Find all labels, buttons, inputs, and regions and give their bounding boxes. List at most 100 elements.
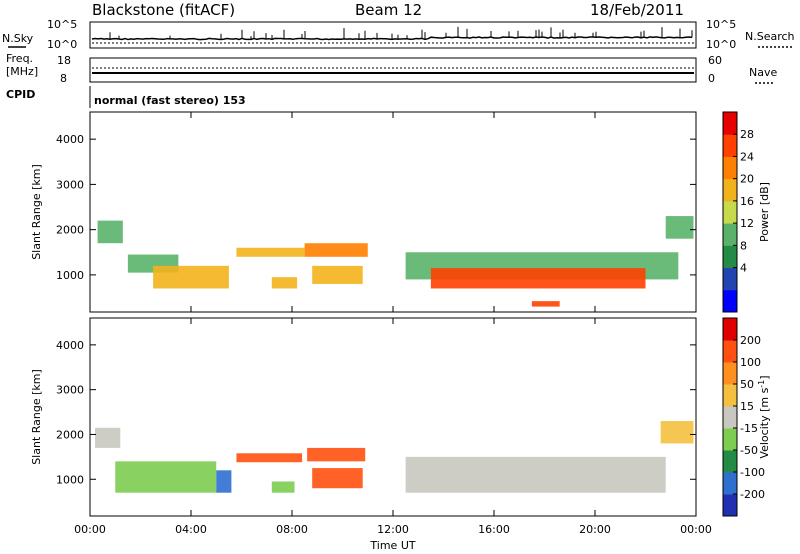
nave-tick-low: 0 — [708, 72, 715, 85]
power-band-10 — [665, 216, 694, 239]
beam-title: Beam 12 — [355, 1, 422, 19]
velocity-band-3 — [236, 453, 303, 463]
velocity-x-ticks: 00:00 04:00 08:00 12:00 16:00 20:00 00:00 — [74, 318, 712, 536]
power-colorbar-segment — [723, 245, 737, 269]
velocity-band-8 — [660, 421, 694, 444]
velocity-colorbar-tick-label: 100 — [740, 356, 761, 369]
velocity-ytick-label: 3000 — [56, 384, 84, 397]
power-ytick-label: 1000 — [56, 269, 84, 282]
nsky-label: N.Sky — [2, 32, 34, 45]
freq-panel: Freq. [MHz] 18 8 60 0 Nave — [6, 52, 777, 85]
velocity-heatmap-cells — [95, 421, 694, 493]
velocity-colorbar-tick-label: 50 — [740, 378, 754, 391]
velocity-colorbar-tick-label: -200 — [740, 488, 765, 501]
velocity-ytick-label: 1000 — [56, 473, 84, 486]
velocity-colorbar-segment — [723, 428, 737, 451]
power-colorbar-tick-label: 12 — [740, 217, 754, 230]
velocity-colorbar-segment — [723, 340, 737, 363]
power-colorbar-tick-label: 28 — [740, 128, 754, 141]
power-colorbar-segment — [723, 156, 737, 180]
date-title: 18/Feb/2011 — [590, 1, 684, 19]
power-colorbar-segment — [723, 200, 737, 224]
freq-tick-high: 18 — [57, 54, 71, 67]
power-panel: 4000 3000 2000 1000 Slant Range [km] 28 24 20… — [30, 111, 771, 313]
power-colorbar-segment — [723, 223, 737, 246]
power-band-3 — [236, 247, 305, 257]
velocity-colorbar-segment — [723, 450, 737, 473]
nsearch-tick-high: 10^5 — [706, 18, 736, 31]
velocity-band-6 — [312, 468, 363, 489]
x-axis-label: Time UT — [369, 539, 415, 552]
power-ytick-label: 2000 — [56, 224, 84, 237]
power-colorbar-tick-label: 24 — [740, 150, 754, 163]
x-tick-label: 00:00 — [680, 523, 712, 536]
freq-tick-low: 8 — [60, 72, 67, 85]
velocity-colorbar-segment — [723, 472, 737, 495]
power-x-ticks — [89, 112, 697, 312]
power-colorbar-frame — [722, 111, 738, 313]
velocity-band-2 — [216, 470, 232, 493]
velocity-colorbar-segment — [723, 384, 737, 407]
velocity-colorbar-segment — [723, 494, 737, 517]
power-band-8 — [430, 268, 646, 289]
nave-label: Nave — [749, 66, 777, 79]
power-colorbar-tick-label: 16 — [740, 195, 754, 208]
velocity-y-ticks: 4000 3000 2000 1000 — [56, 339, 696, 486]
x-tick-label: 20:00 — [579, 523, 611, 536]
velocity-colorbar-segment — [723, 362, 737, 385]
cpid-text: normal (fast stereo) 153 — [94, 94, 246, 107]
power-band-0 — [97, 220, 123, 244]
velocity-band-0 — [95, 427, 121, 448]
station-title: Blackstone (fitACF) — [92, 1, 235, 19]
freq-unit-label: [MHz] — [6, 65, 38, 78]
cpid-label: CPID — [6, 88, 35, 101]
power-colorbar-label: Power [dB] — [758, 182, 771, 242]
velocity-colorbar: 200 100 50 15 -15 -50 -100 -200 — [722, 317, 765, 517]
x-tick-label: 16:00 — [478, 523, 510, 536]
nsky-spikes — [109, 26, 693, 40]
power-colorbar-segment — [723, 267, 737, 291]
velocity-band-5 — [307, 447, 366, 462]
power-colorbar-segment — [723, 112, 737, 135]
power-band-4 — [271, 277, 298, 289]
power-band-9 — [531, 301, 560, 307]
velocity-colorbar-segment — [723, 406, 737, 429]
velocity-ytick-label: 2000 — [56, 428, 84, 441]
power-colorbar-tick-label: 20 — [740, 173, 754, 186]
nsky-tick-low: 10^0 — [47, 38, 77, 51]
nsearch-tick-low: 10^0 — [706, 38, 736, 51]
nsearch-label: N.Search — [745, 30, 795, 43]
freq-label: Freq. — [6, 52, 33, 65]
x-tick-label: 12:00 — [377, 523, 409, 536]
velocity-band-1 — [115, 461, 217, 493]
power-colorbar-tick-label: 8 — [740, 239, 747, 252]
velocity-band-4 — [271, 481, 295, 493]
power-band-2 — [153, 265, 229, 289]
power-colorbar-segment — [723, 289, 737, 313]
velocity-colorbar-tick-label: 15 — [740, 400, 754, 413]
x-tick-label: 04:00 — [175, 523, 207, 536]
power-band-6 — [312, 265, 363, 284]
velocity-colorbar-frame — [722, 317, 738, 517]
nsky-panel: N.Sky 10^5 10^0 10^5 10^0 N.Search — [2, 18, 795, 51]
x-tick-label: 00:00 — [74, 523, 106, 536]
velocity-colorbar-tick-label: -50 — [740, 444, 758, 457]
velocity-colorbar-tick-label: -100 — [740, 466, 765, 479]
power-ytick-label: 3000 — [56, 178, 84, 191]
velocity-colorbar-tick-label: 200 — [740, 334, 761, 347]
x-tick-label: 08:00 — [276, 523, 308, 536]
velocity-y-label: Slant Range [km] — [30, 369, 43, 465]
power-y-label: Slant Range [km] — [30, 164, 43, 260]
velocity-colorbar-label: Velocity [m s-1] — [757, 375, 771, 458]
power-y-ticks: 4000 3000 2000 1000 — [56, 133, 696, 282]
velocity-ytick-label: 4000 — [56, 339, 84, 352]
power-colorbar-tick-label: 4 — [740, 262, 747, 275]
nave-tick-high: 60 — [708, 54, 722, 67]
power-colorbar-segment — [723, 134, 737, 157]
velocity-colorbar-tick-label: -15 — [740, 422, 758, 435]
velocity-band-7 — [405, 456, 666, 493]
power-heatmap-cells — [97, 216, 694, 307]
power-colorbar-segment — [723, 178, 737, 202]
